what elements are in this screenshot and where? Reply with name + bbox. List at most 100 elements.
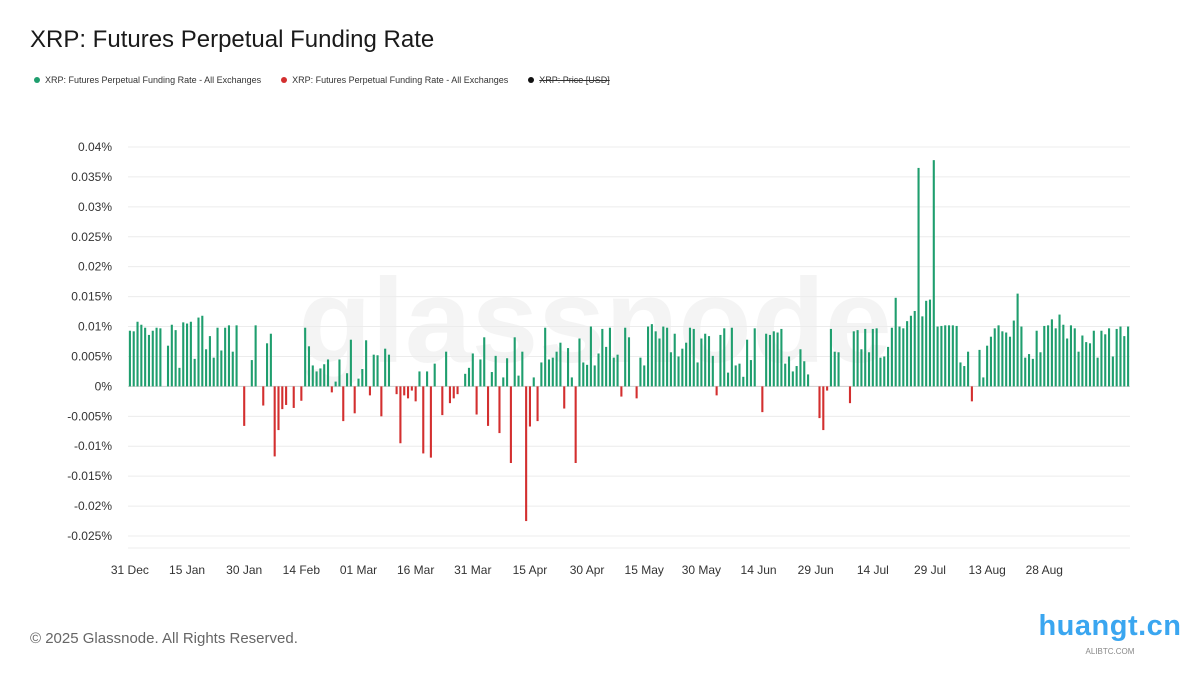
legend-item-positive[interactable]: XRP: Futures Perpetual Funding Rate - Al… [34, 75, 261, 85]
bar-positive [155, 327, 158, 387]
bar-positive [639, 357, 642, 387]
bar-positive [829, 328, 832, 387]
y-tick-label: -0.025% [67, 529, 112, 543]
bar-positive [471, 353, 474, 387]
bar-positive [883, 356, 886, 387]
x-tick-label: 13 Aug [968, 563, 1005, 577]
bar-positive [551, 357, 554, 387]
bar-positive [738, 363, 741, 387]
bar-positive [928, 299, 932, 387]
bar-positive [1047, 325, 1050, 387]
bar-negative [528, 386, 531, 427]
bar-positive [887, 346, 890, 387]
bar-positive [372, 354, 375, 387]
bar-positive [144, 327, 147, 387]
x-tick-label: 30 Jan [226, 563, 262, 577]
bar-positive [136, 321, 139, 387]
bar-positive [681, 348, 684, 387]
bar-positive [787, 356, 791, 387]
copyright-footer: © 2025 Glassnode. All Rights Reserved. [30, 630, 298, 647]
bar-positive [182, 322, 185, 387]
bar-positive [746, 339, 749, 387]
bar-positive [890, 327, 893, 387]
bar-positive [1035, 330, 1038, 387]
bar-positive [753, 328, 756, 387]
bar-positive [982, 377, 985, 387]
bar-positive [532, 377, 535, 387]
bar-negative [330, 386, 333, 393]
bar-negative [353, 386, 356, 414]
y-tick-label: 0.035% [71, 170, 112, 184]
bar-positive [140, 324, 143, 387]
bar-positive [357, 378, 360, 387]
bar-positive [1062, 324, 1065, 387]
x-tick-label: 29 Jun [798, 563, 834, 577]
bar-negative [456, 386, 459, 395]
bar-positive [837, 352, 840, 387]
bar-positive [799, 349, 802, 387]
bar-positive [593, 365, 596, 387]
bar-positive [685, 342, 688, 387]
bar-positive [921, 316, 924, 387]
bar-positive [555, 351, 558, 387]
legend-item-negative[interactable]: XRP: Futures Perpetual Funding Rate - Al… [281, 75, 508, 85]
x-tick-label: 31 Dec [111, 563, 149, 577]
bar-positive [445, 351, 448, 387]
bar-positive [566, 348, 570, 387]
y-tick-label: 0.005% [71, 349, 112, 363]
bar-positive [833, 351, 836, 387]
bar-positive [418, 371, 421, 387]
bar-positive [159, 328, 162, 387]
bar-positive [1001, 331, 1004, 387]
bar-negative [635, 386, 638, 399]
bar-negative [452, 386, 455, 399]
bar-negative [509, 386, 512, 463]
bar-negative [498, 386, 501, 434]
bar-positive [589, 326, 592, 387]
bar-positive [490, 372, 493, 387]
bar-positive [1115, 328, 1118, 387]
bar-positive [650, 324, 653, 387]
y-tick-label: -0.015% [67, 469, 112, 483]
bar-negative [342, 386, 345, 422]
y-tick-label: 0.03% [78, 200, 112, 214]
bar-negative [262, 386, 265, 406]
bar-positive [852, 331, 855, 387]
bar-positive [319, 368, 322, 387]
bar-positive [601, 328, 604, 387]
bar-positive [1016, 293, 1019, 387]
bar-positive [384, 348, 387, 387]
bar-positive [254, 325, 257, 387]
legend-dot-positive [34, 77, 40, 83]
bar-positive [749, 360, 752, 387]
bar-negative [410, 386, 413, 391]
bar-negative [292, 386, 295, 408]
bar-positive [586, 364, 589, 387]
bar-positive [871, 328, 874, 387]
x-tick-label: 28 Aug [1026, 563, 1063, 577]
bar-negative [395, 386, 398, 395]
bar-positive [776, 332, 779, 387]
bar-positive [993, 328, 996, 387]
bar-positive [951, 325, 954, 387]
bar-positive [1066, 338, 1069, 387]
bar-positive [959, 362, 962, 387]
bar-positive [688, 327, 692, 387]
bar-negative [243, 386, 246, 426]
bar-positive [1081, 335, 1084, 387]
x-tick-label: 29 Jul [914, 563, 946, 577]
legend-label-positive: XRP: Futures Perpetual Funding Rate - Al… [45, 75, 262, 85]
bar-positive [647, 326, 650, 387]
bar-positive [174, 330, 177, 387]
bar-negative [273, 386, 276, 457]
bar-positive [967, 351, 970, 387]
bars-layer [128, 160, 1130, 522]
bar-positive [517, 375, 520, 387]
legend-item-price[interactable]: XRP: Price [USD] [528, 75, 610, 85]
bar-positive [894, 297, 897, 387]
bar-positive [612, 357, 615, 387]
bar-positive [734, 365, 737, 387]
bar-positive [1104, 334, 1107, 387]
bar-positive [216, 327, 219, 387]
bar-positive [178, 367, 181, 387]
